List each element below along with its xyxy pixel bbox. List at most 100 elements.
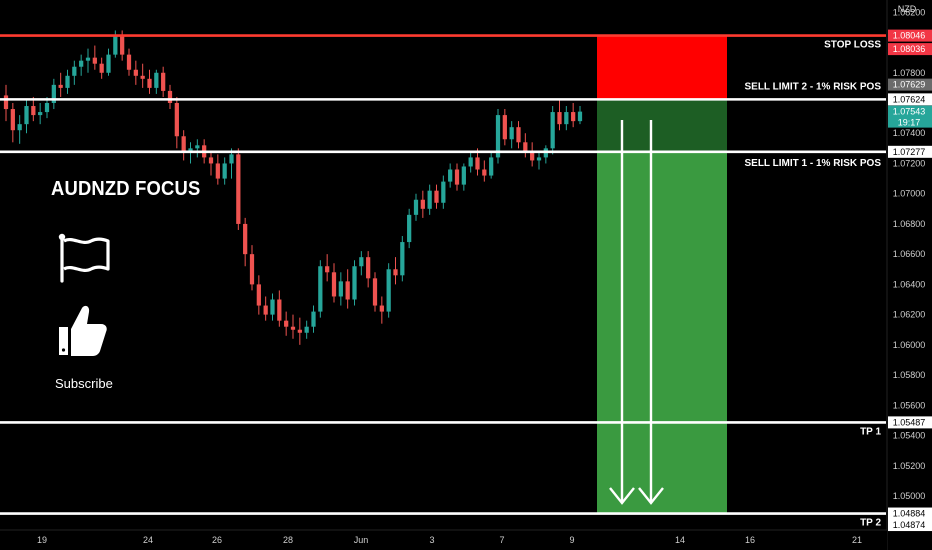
- y-tick-label: 1.06200: [893, 310, 926, 320]
- candle-body: [352, 266, 357, 300]
- candle: [270, 293, 275, 321]
- candle-body: [270, 299, 275, 315]
- candle-body: [434, 190, 439, 203]
- y-tick-label: 1.05200: [893, 461, 926, 471]
- price-tag-extra-0[interactable]: 1.08036: [888, 43, 932, 56]
- candle-body: [243, 223, 248, 255]
- candle-body: [277, 299, 282, 321]
- candle: [290, 314, 296, 339]
- candle: [509, 121, 514, 149]
- price-tag-label: 1.08046: [893, 31, 926, 41]
- candle: [51, 78, 56, 110]
- candle-body: [208, 157, 214, 164]
- sell-arrow: [609, 120, 635, 505]
- x-tick-label: 14: [675, 535, 685, 545]
- candle: [530, 142, 535, 167]
- candle-body: [72, 66, 77, 76]
- candle: [345, 269, 350, 309]
- candle-body: [188, 148, 193, 152]
- candles: [3, 30, 583, 345]
- candle-body: [557, 112, 562, 125]
- thumbs-up-icon[interactable]: [56, 302, 108, 365]
- candle-body: [10, 109, 15, 131]
- candle-body: [126, 54, 132, 70]
- candle-body: [51, 84, 56, 103]
- candle-body: [338, 281, 343, 297]
- candle-body: [79, 60, 84, 67]
- candle-body: [99, 63, 104, 73]
- candle-body: [229, 154, 234, 164]
- candle: [99, 57, 104, 79]
- time-axis[interactable]: 19 24 26 28 Jun 3 7 9 14 16 21: [0, 529, 887, 550]
- candle-body: [325, 266, 330, 273]
- candle: [413, 193, 419, 221]
- price-tag-bg: [888, 78, 932, 91]
- price-tag-extra-3[interactable]: 1.04874: [888, 519, 932, 532]
- candle-body: [44, 103, 50, 113]
- candle-body: [92, 57, 97, 64]
- candle: [249, 245, 255, 291]
- candle-body: [140, 75, 145, 79]
- candle: [304, 320, 309, 339]
- price-tag-stop_loss[interactable]: 1.08046: [888, 29, 932, 42]
- candle: [407, 208, 412, 249]
- price-tag-bg: [888, 416, 932, 429]
- price-tag-bg: [888, 519, 932, 532]
- level-label-sell1: SELL LIMIT 1 - 1% RISK POS: [744, 158, 881, 169]
- candle-body: [167, 90, 173, 103]
- price-tag-extra-1[interactable]: 1.07629: [888, 78, 932, 91]
- candle-body: [502, 115, 507, 140]
- candle: [243, 217, 248, 267]
- candle-body: [17, 124, 22, 131]
- candle: [454, 163, 460, 191]
- candle: [195, 139, 200, 158]
- x-tick-label: 19: [37, 535, 47, 545]
- candle: [318, 260, 323, 318]
- reward-zone[interactable]: [597, 151, 727, 514]
- x-tick-label: 7: [499, 535, 504, 545]
- risk-zone[interactable]: [597, 35, 727, 100]
- candle-body: [454, 169, 460, 185]
- price-tag-tp2[interactable]: 1.04884: [888, 507, 932, 520]
- candle-body: [495, 115, 501, 158]
- reward-zone-upper[interactable]: [597, 99, 727, 152]
- candle: [215, 154, 220, 185]
- candle: [468, 151, 473, 173]
- candle-body: [318, 266, 323, 312]
- x-tick-label: 9: [569, 535, 574, 545]
- candle-body: [38, 112, 43, 116]
- level-label-stop_loss: STOP LOSS: [824, 40, 881, 51]
- candle: [489, 151, 494, 179]
- candle-body: [577, 111, 583, 122]
- candle: [65, 69, 70, 94]
- candle: [495, 109, 501, 164]
- y-tick-label: 1.08200: [893, 7, 926, 17]
- candle-body: [427, 190, 432, 209]
- x-tick-label: 28: [283, 535, 293, 545]
- flag-icon[interactable]: [56, 232, 112, 289]
- price-tag-sell1[interactable]: 1.07277: [888, 145, 932, 158]
- candle: [441, 175, 446, 209]
- price-tag-label: 1.07629: [893, 80, 926, 90]
- candle-body: [550, 112, 555, 149]
- candle-body: [523, 142, 528, 152]
- y-tick-label: 1.06000: [893, 340, 926, 350]
- candle-body: [331, 272, 337, 297]
- candle: [222, 157, 227, 185]
- candle-body: [379, 305, 384, 312]
- price-tag-tp1[interactable]: 1.05487: [888, 416, 932, 429]
- y-tick-label: 1.07000: [893, 189, 926, 199]
- trade-zone[interactable]: [597, 35, 727, 514]
- candle: [229, 148, 234, 179]
- price-tag-bg: [888, 105, 932, 128]
- price-tag-sell2[interactable]: 1.07624: [888, 93, 932, 106]
- candle-body: [420, 199, 425, 209]
- candle-body: [236, 154, 241, 224]
- candle-body: [181, 136, 186, 152]
- candle-body: [413, 199, 419, 215]
- candle-body: [256, 284, 261, 306]
- levels[interactable]: STOP LOSS SELL LIMIT 2 - 1% RISK POS SELL …: [0, 34, 886, 529]
